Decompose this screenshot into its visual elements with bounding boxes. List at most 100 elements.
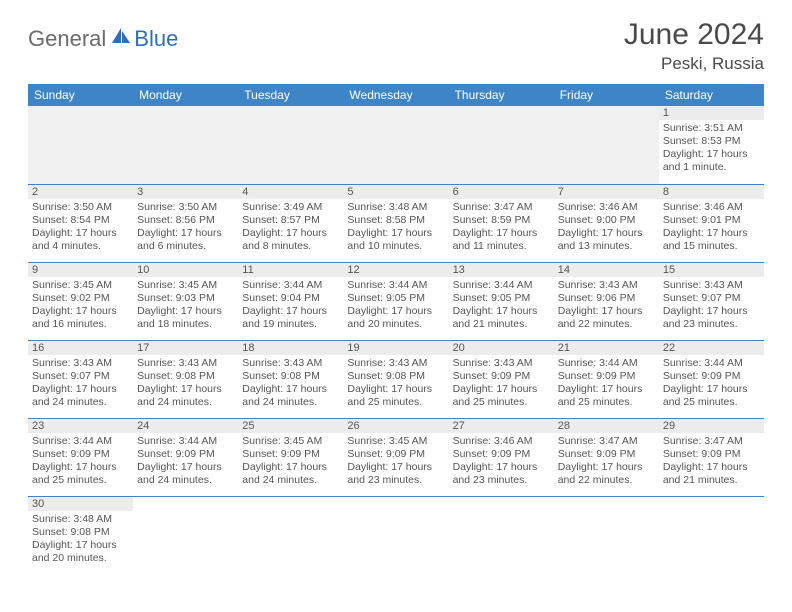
day-data: Sunrise: 3:43 AMSunset: 9:08 PMDaylight:… [133,355,238,412]
day-data: Sunrise: 3:48 AMSunset: 9:08 PMDaylight:… [28,511,133,568]
calendar-cell: 4Sunrise: 3:49 AMSunset: 8:57 PMDaylight… [238,184,343,262]
calendar-cell: 15 Sunrise: 3:43 AMSunset: 9:07 PMDayligh… [659,262,764,340]
day-number: 15 [659,263,764,277]
sunrise: Sunrise: 3:47 AM [453,201,550,214]
calendar-cell: 11Sunrise: 3:44 AMSunset: 9:04 PMDayligh… [238,262,343,340]
day-number: 19 [343,341,448,355]
sunset: Sunset: 9:06 PM [558,292,655,305]
sunrise: Sunrise: 3:45 AM [242,435,339,448]
daylight: Daylight: 17 hours and 25 minutes. [453,383,550,409]
day-header: Friday [554,84,659,106]
daylight: Daylight: 17 hours and 16 minutes. [32,305,129,331]
calendar-cell: 25 Sunrise: 3:45 AMSunset: 9:09 PMDayligh… [238,418,343,496]
sunset: Sunset: 9:09 PM [137,448,234,461]
day-number: 26 [343,419,448,433]
day-number: 9 [28,263,133,277]
day-number: 25 [238,419,343,433]
daylight: Daylight: 17 hours and 19 minutes. [242,305,339,331]
calendar-cell-empty [343,106,448,184]
day-number: 30 [28,497,133,511]
day-number: 12 [343,263,448,277]
sunrise: Sunrise: 3:43 AM [137,357,234,370]
daylight: Daylight: 17 hours and 24 minutes. [242,383,339,409]
day-number: 8 [659,185,764,199]
sunrise: Sunrise: 3:51 AM [663,122,760,135]
sunrise: Sunrise: 3:43 AM [663,279,760,292]
sunrise: Sunrise: 3:43 AM [453,357,550,370]
calendar-row: 23Sunrise: 3:44 AMSunset: 9:09 PMDayligh… [28,418,764,496]
daylight: Daylight: 17 hours and 13 minutes. [558,227,655,253]
sunset: Sunset: 9:07 PM [663,292,760,305]
calendar-row: 16Sunrise: 3:43 AMSunset: 9:07 PMDayligh… [28,340,764,418]
sunset: Sunset: 9:09 PM [242,448,339,461]
sunset: Sunset: 9:08 PM [347,370,444,383]
sunrise: Sunrise: 3:44 AM [32,435,129,448]
day-header: Monday [133,84,238,106]
calendar-cell-empty [133,106,238,184]
sunset: Sunset: 9:09 PM [663,370,760,383]
sunset: Sunset: 9:08 PM [242,370,339,383]
calendar-cell-empty [449,496,554,574]
day-number: 17 [133,341,238,355]
sunrise: Sunrise: 3:45 AM [137,279,234,292]
daylight: Daylight: 17 hours and 21 minutes. [663,461,760,487]
sunrise: Sunrise: 3:48 AM [32,513,129,526]
sunset: Sunset: 9:05 PM [453,292,550,305]
day-data: Sunrise: 3:45 AMSunset: 9:02 PMDaylight:… [28,277,133,334]
daylight: Daylight: 17 hours and 24 minutes. [137,461,234,487]
calendar-cell: 24Sunrise: 3:44 AMSunset: 9:09 PMDayligh… [133,418,238,496]
daylight: Daylight: 17 hours and 24 minutes. [242,461,339,487]
daylight: Daylight: 17 hours and 22 minutes. [558,305,655,331]
sunset: Sunset: 9:09 PM [32,448,129,461]
daylight: Daylight: 17 hours and 8 minutes. [242,227,339,253]
day-number: 6 [449,185,554,199]
calendar-cell: 27Sunrise: 3:46 AMSunset: 9:09 PMDayligh… [449,418,554,496]
calendar-cell: 18Sunrise: 3:43 AMSunset: 9:08 PMDayligh… [238,340,343,418]
calendar-row: 2Sunrise: 3:50 AMSunset: 8:54 PMDaylight… [28,184,764,262]
sunset: Sunset: 8:53 PM [663,135,760,148]
calendar-cell: 8Sunrise: 3:46 AMSunset: 9:01 PMDaylight… [659,184,764,262]
daylight: Daylight: 17 hours and 20 minutes. [347,305,444,331]
sunset: Sunset: 8:57 PM [242,214,339,227]
daylight: Daylight: 17 hours and 23 minutes. [453,461,550,487]
daylight: Daylight: 17 hours and 11 minutes. [453,227,550,253]
sunrise: Sunrise: 3:43 AM [32,357,129,370]
calendar-cell: 9Sunrise: 3:45 AMSunset: 9:02 PMDaylight… [28,262,133,340]
day-header: Tuesday [238,84,343,106]
daylight: Daylight: 17 hours and 24 minutes. [137,383,234,409]
calendar-cell: 10Sunrise: 3:45 AMSunset: 9:03 PMDayligh… [133,262,238,340]
calendar-row: 1Sunrise: 3:51 AMSunset: 8:53 PMDaylight… [28,106,764,184]
day-data: Sunrise: 3:47 AMSunset: 9:09 PMDaylight:… [554,433,659,490]
day-number: 21 [554,341,659,355]
calendar-cell: 12Sunrise: 3:44 AMSunset: 9:05 PMDayligh… [343,262,448,340]
day-data: Sunrise: 3:43 AMSunset: 9:08 PMDaylight:… [238,355,343,412]
calendar-table: SundayMondayTuesdayWednesdayThursdayFrid… [28,84,764,574]
sunset: Sunset: 8:59 PM [453,214,550,227]
daylight: Daylight: 17 hours and 25 minutes. [558,383,655,409]
daylight: Daylight: 17 hours and 22 minutes. [558,461,655,487]
calendar-cell-empty [554,106,659,184]
sunset: Sunset: 9:09 PM [663,448,760,461]
sunrise: Sunrise: 3:46 AM [558,201,655,214]
sunrise: Sunrise: 3:45 AM [32,279,129,292]
sunset: Sunset: 8:58 PM [347,214,444,227]
sunrise: Sunrise: 3:44 AM [347,279,444,292]
day-number: 11 [238,263,343,277]
daylight: Daylight: 17 hours and 23 minutes. [347,461,444,487]
day-data: Sunrise: 3:44 AMSunset: 9:09 PMDaylight:… [554,355,659,412]
sunrise: Sunrise: 3:44 AM [137,435,234,448]
day-number: 27 [449,419,554,433]
day-data: Sunrise: 3:44 AMSunset: 9:09 PMDaylight:… [28,433,133,490]
sunrise: Sunrise: 3:44 AM [558,357,655,370]
sunrise: Sunrise: 3:44 AM [453,279,550,292]
calendar-cell: 16Sunrise: 3:43 AMSunset: 9:07 PMDayligh… [28,340,133,418]
day-data: Sunrise: 3:51 AMSunset: 8:53 PMDaylight:… [659,120,764,177]
sunset: Sunset: 9:07 PM [32,370,129,383]
header: General Blue June 2024 Peski, Russia [28,18,764,74]
daylight: Daylight: 17 hours and 23 minutes. [663,305,760,331]
daylight: Daylight: 17 hours and 25 minutes. [347,383,444,409]
day-data: Sunrise: 3:43 AMSunset: 9:09 PMDaylight:… [449,355,554,412]
sunset: Sunset: 9:01 PM [663,214,760,227]
calendar-cell: 26Sunrise: 3:45 AMSunset: 9:09 PMDayligh… [343,418,448,496]
day-number: 22 [659,341,764,355]
